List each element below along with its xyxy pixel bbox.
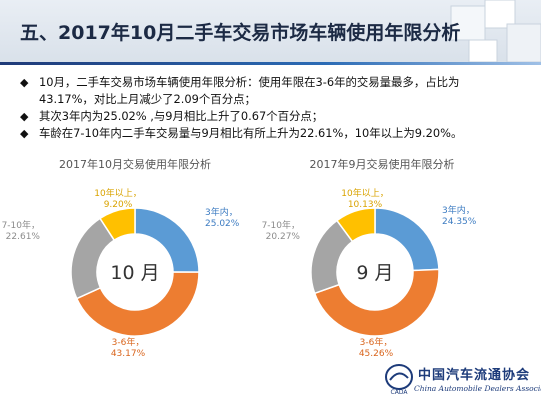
slice-label-1-0: 3年内， 24.35%	[442, 204, 477, 227]
slice-label-0-2: 7-10年， 22.61%	[2, 219, 41, 242]
donut-slice-0-3	[98, 207, 136, 242]
slice-label-1-3: 10年以上， 10.13%	[341, 187, 388, 210]
header-bar: 五、2017年10月二手车交易市场车辆使用年限分析	[0, 0, 541, 62]
bullet-item-2: ◆ 其次3年内为25.02% ,与9月相比上升了0.67个百分点；	[18, 108, 530, 125]
center-label-0: 10 月	[110, 262, 159, 284]
bullet-item-1: ◆ 10月，二手车交易市场车辆使用年限分析：使用年限在3-6年的交易量最多，占比…	[18, 74, 530, 91]
bullet-item-3: ◆ 车龄在7-10年内二手车交易量与9月相比有所上升为22.61%，10年以上为…	[18, 125, 530, 142]
decorative-boxes-graphic	[450, 0, 541, 62]
org-name-cn: 中国汽车流通协会	[418, 368, 531, 383]
bullet-list: ◆ 10月，二手车交易市场车辆使用年限分析：使用年限在3-6年的交易量最多，占比…	[18, 74, 530, 142]
center-label-1: 9 月	[356, 262, 393, 284]
donut-slice-0-1	[75, 271, 200, 337]
bullet-text: 车龄在7-10年内二手车交易量与9月相比有所上升为22.61%，10年以上为9.…	[39, 126, 463, 140]
footer-logo: CADA 中国汽车流通协会 China Automobile Dealers A…	[384, 362, 541, 398]
slice-label-1-1: 3-6年， 45.26%	[359, 336, 394, 359]
slice-label-0-1: 3-6年， 43.17%	[111, 336, 146, 359]
diamond-bullet-icon: ◆	[20, 127, 29, 140]
diamond-bullet-icon: ◆	[20, 76, 29, 89]
title-divider	[0, 62, 541, 65]
bullet-text: 其次3年内为25.02% ,与9月相比上升了0.67个百分点；	[39, 109, 324, 123]
donut-slice-1-1	[313, 268, 440, 337]
donut-slice-1-3	[335, 207, 376, 243]
slice-label-0-3: 10年以上， 9.20%	[94, 187, 141, 210]
chart-title-october: 2017年10月交易使用年限分析	[59, 158, 211, 171]
slice-label-1-2: 7-10年， 20.27%	[262, 219, 301, 242]
bullet-item-1-cont: 43.17%，对比上月减少了2.09个百分点；	[18, 91, 530, 108]
page-title: 五、2017年10月二手车交易市场车辆使用年限分析	[20, 22, 461, 44]
logo-text: CADA	[391, 389, 409, 396]
chart-title-september: 2017年9月交易使用年限分析	[309, 158, 455, 171]
slice-label-0-0: 3年内， 25.02%	[205, 206, 240, 229]
bullet-text: 43.17%，对比上月减少了2.09个百分点；	[39, 92, 256, 106]
org-name-en: China Automobile Dealers Association	[414, 384, 541, 393]
diamond-bullet-icon: ◆	[20, 110, 29, 123]
cada-logo-icon: CADA	[385, 364, 413, 396]
bullet-text: 10月，二手车交易市场车辆使用年限分析：使用年限在3-6年的交易量最多，占比为	[39, 75, 460, 89]
